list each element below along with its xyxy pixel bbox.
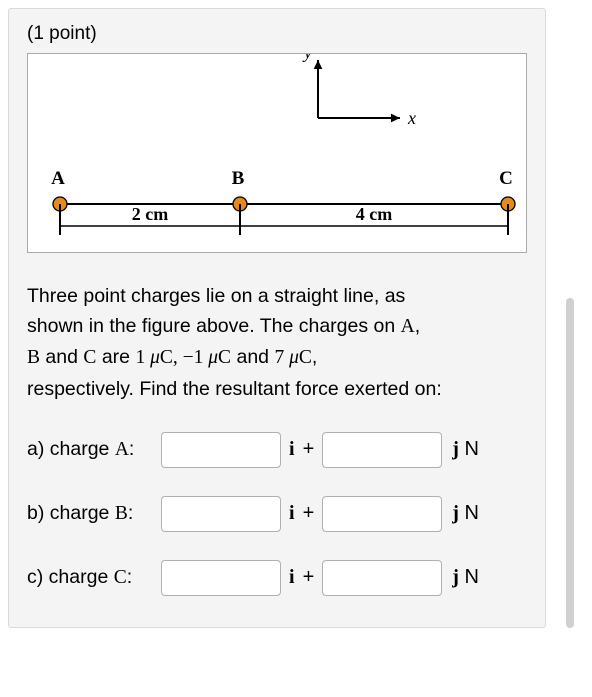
q2: −1 (183, 347, 209, 368)
mu-icon: μ (208, 347, 218, 368)
unit-label: j N (452, 438, 479, 461)
plus-sign: + (303, 438, 315, 461)
row-label: b) charge B: (27, 502, 153, 525)
unit-label: j N (452, 566, 479, 589)
svg-text:C: C (499, 168, 513, 189)
input-a-j[interactable] (322, 432, 442, 468)
input-c-i[interactable] (161, 560, 281, 596)
i-hat: i (289, 438, 295, 461)
text: and (40, 346, 83, 368)
text: are (96, 346, 135, 368)
answers-block: a) charge A: i + j N b) charge B: i + j … (27, 432, 527, 596)
text: , (415, 315, 420, 337)
text: : (129, 438, 134, 460)
answer-row-c: c) charge C: i + j N (27, 560, 527, 596)
mu-icon: μ (150, 347, 160, 368)
svg-text:A: A (51, 168, 65, 189)
charge-sym: B (115, 503, 128, 524)
unit-label: j N (452, 502, 479, 525)
plus-sign: + (303, 502, 315, 525)
c2: C (218, 347, 231, 368)
figure-panel: x y A B C 2 cm 4 cm (27, 53, 527, 253)
answer-row-b: b) charge B: i + j N (27, 496, 527, 532)
i-hat: i (289, 502, 295, 525)
svg-text:2 cm: 2 cm (132, 204, 168, 224)
c1: C, (160, 347, 183, 368)
plus-sign: + (303, 566, 315, 589)
input-a-i[interactable] (161, 432, 281, 468)
charge-C-sym: C (83, 347, 96, 368)
q1: 1 (135, 347, 150, 368)
charge-sym: C (114, 567, 127, 588)
scrollbar-track[interactable] (566, 298, 574, 628)
mu-icon: μ (289, 347, 299, 368)
text: Three point charges lie on a straight li… (27, 285, 405, 307)
charge-diagram: x y A B C 2 cm 4 cm (28, 54, 528, 254)
j-hat: j (452, 566, 459, 588)
i-hat: i (289, 566, 295, 589)
charge-sym: A (115, 439, 129, 460)
text: a) charge (27, 438, 115, 460)
svg-text:B: B (232, 168, 245, 189)
svg-text:4 cm: 4 cm (356, 204, 392, 224)
answer-row-a: a) charge A: i + j N (27, 432, 527, 468)
q3: 7 (274, 347, 289, 368)
text: c) charge (27, 566, 114, 588)
text: and (231, 346, 274, 368)
input-b-i[interactable] (161, 496, 281, 532)
charge-A-sym: A (401, 316, 415, 337)
j-hat: j (452, 502, 459, 524)
svg-text:x: x (407, 108, 416, 128)
text: b) charge (27, 502, 115, 524)
newton-unit: N (464, 438, 478, 460)
input-b-j[interactable] (322, 496, 442, 532)
points-label: (1 point) (27, 23, 527, 45)
problem-text: Three point charges lie on a straight li… (27, 281, 527, 404)
svg-text:y: y (302, 54, 312, 62)
c3: C (299, 347, 312, 368)
row-label: c) charge C: (27, 566, 153, 589)
page-container: (1 point) x y A B C 2 cm 4 cm Three point char… (8, 8, 584, 628)
text: respectively. Find the resultant force e… (27, 378, 442, 400)
row-label: a) charge A: (27, 438, 153, 461)
text: : (127, 566, 132, 588)
newton-unit: N (464, 502, 478, 524)
text: : (128, 502, 133, 524)
problem-card: (1 point) x y A B C 2 cm 4 cm Three point char… (8, 8, 546, 628)
newton-unit: N (464, 566, 478, 588)
input-c-j[interactable] (322, 560, 442, 596)
j-hat: j (452, 438, 459, 460)
text: shown in the figure above. The charges o… (27, 315, 401, 337)
text: , (312, 346, 317, 368)
charge-B-sym: B (27, 347, 40, 368)
